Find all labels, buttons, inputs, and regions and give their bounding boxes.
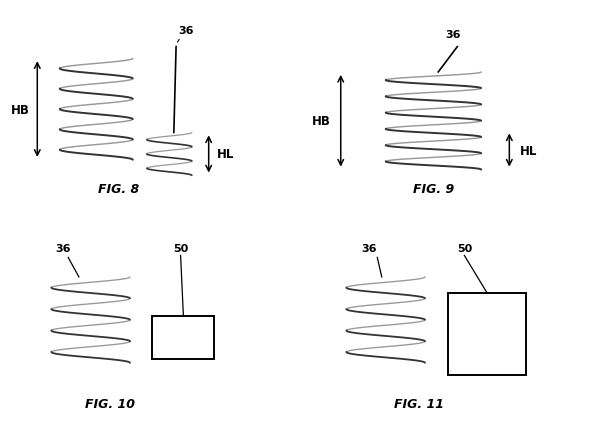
Text: 36: 36 bbox=[445, 30, 461, 40]
Text: 36: 36 bbox=[55, 244, 70, 254]
Text: 50: 50 bbox=[173, 244, 188, 254]
Text: FIG. 10: FIG. 10 bbox=[85, 397, 136, 410]
Text: 36: 36 bbox=[361, 244, 377, 254]
Bar bbox=[448, 293, 526, 374]
Text: FIG. 11: FIG. 11 bbox=[394, 397, 445, 410]
Text: FIG. 9: FIG. 9 bbox=[413, 182, 454, 196]
Text: HB: HB bbox=[311, 115, 331, 128]
Bar bbox=[152, 316, 214, 359]
Text: HB: HB bbox=[11, 103, 30, 116]
Text: 36: 36 bbox=[178, 26, 194, 36]
Text: 50: 50 bbox=[457, 244, 472, 254]
Text: HL: HL bbox=[217, 148, 234, 161]
Text: FIG. 8: FIG. 8 bbox=[98, 182, 139, 196]
Text: HL: HL bbox=[520, 144, 538, 157]
